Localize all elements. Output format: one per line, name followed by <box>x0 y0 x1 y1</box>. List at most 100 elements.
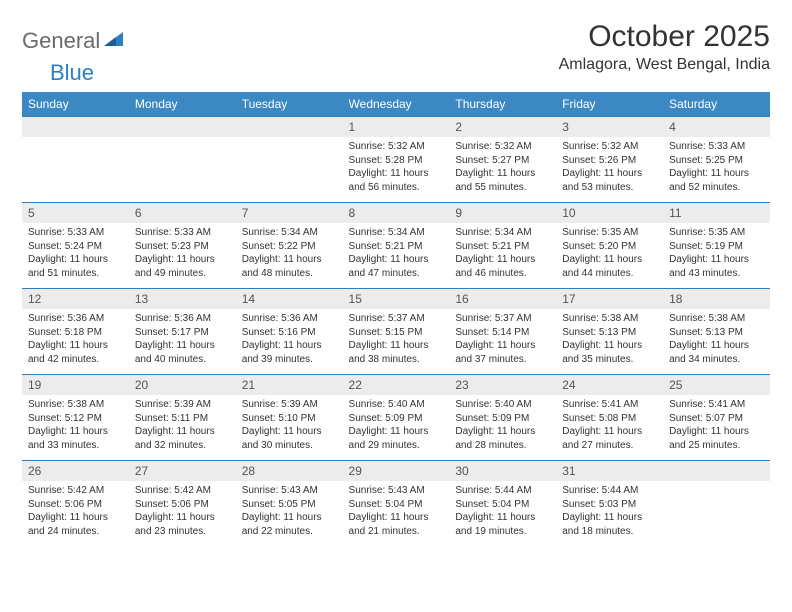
sunset-line: Sunset: 5:09 PM <box>455 413 529 424</box>
daylight-line: Daylight: 11 hours and 29 minutes. <box>349 426 429 451</box>
day-cell: 11Sunrise: 5:35 AMSunset: 5:19 PMDayligh… <box>663 203 770 289</box>
sunrise-line: Sunrise: 5:37 AM <box>349 313 425 324</box>
day-details: Sunrise: 5:39 AMSunset: 5:10 PMDaylight:… <box>236 395 343 460</box>
day-cell: 29Sunrise: 5:43 AMSunset: 5:04 PMDayligh… <box>343 461 450 547</box>
daylight-line: Daylight: 11 hours and 24 minutes. <box>28 512 108 537</box>
sunset-line: Sunset: 5:21 PM <box>349 241 423 252</box>
day-details: Sunrise: 5:33 AMSunset: 5:24 PMDaylight:… <box>22 223 129 288</box>
sunset-line: Sunset: 5:03 PM <box>562 499 636 510</box>
day-details: Sunrise: 5:43 AMSunset: 5:04 PMDaylight:… <box>343 481 450 546</box>
calendar-table: Sunday Monday Tuesday Wednesday Thursday… <box>22 92 770 546</box>
day-details: Sunrise: 5:32 AMSunset: 5:26 PMDaylight:… <box>556 137 663 202</box>
week-row: 26 Sunrise: 5:42 AM Sunset: 5:06 PM Dayligh… <box>22 461 770 547</box>
sunrise-line: Sunrise: 5:44 AM <box>562 485 638 496</box>
day-cell: 27Sunrise: 5:42 AMSunset: 5:06 PMDayligh… <box>129 461 236 547</box>
sunset-line: Sunset: 5:20 PM <box>562 241 636 252</box>
day-number: 19 <box>22 375 129 395</box>
day-number: 8 <box>343 203 450 223</box>
location-subtitle: Amlagora, West Bengal, India <box>559 56 770 74</box>
logo-text-general: General <box>22 28 100 54</box>
day-details: Sunrise: 5:34 AMSunset: 5:21 PMDaylight:… <box>449 223 556 288</box>
day-number: 6 <box>129 203 236 223</box>
day-number: 24 <box>556 375 663 395</box>
day-details: Sunrise: 5:34 AM Sunset: 5:22 PM Daylight:… <box>236 223 343 288</box>
daylight-line: Daylight: 11 hours and 34 minutes. <box>669 340 749 365</box>
weekday-header: Monday <box>129 92 236 117</box>
sunrise-line: Sunrise: 5:43 AM <box>242 485 318 496</box>
day-number: 7 <box>236 203 343 223</box>
day-number: 15 <box>343 289 450 309</box>
sunset-line: Sunset: 5:06 PM <box>135 499 209 510</box>
daylight-line: Daylight: 11 hours and 28 minutes. <box>455 426 535 451</box>
day-number: 4 <box>663 117 770 137</box>
week-row: 12Sunrise: 5:36 AMSunset: 5:18 PMDayligh… <box>22 289 770 375</box>
day-number: 9 <box>449 203 556 223</box>
sunset-line: Sunset: 5:10 PM <box>242 413 316 424</box>
daylight-line: Daylight: 11 hours and 22 minutes. <box>242 512 322 537</box>
day-cell: 30Sunrise: 5:44 AMSunset: 5:04 PMDayligh… <box>449 461 556 547</box>
sunset-line: Sunset: 5:09 PM <box>349 413 423 424</box>
sunset-line: Sunset: 5:13 PM <box>669 327 743 338</box>
day-details: Sunrise: 5:41 AMSunset: 5:07 PMDaylight:… <box>663 395 770 460</box>
sunset-line: Sunset: 5:24 PM <box>28 241 102 252</box>
day-details: Sunrise: 5:40 AMSunset: 5:09 PMDaylight:… <box>343 395 450 460</box>
sunrise-line: Sunrise: 5:38 AM <box>669 313 745 324</box>
day-details: Sunrise: 5:32 AMSunset: 5:28 PMDaylight:… <box>343 137 450 202</box>
day-cell: 25Sunrise: 5:41 AMSunset: 5:07 PMDayligh… <box>663 375 770 461</box>
daylight-line: Daylight: 11 hours and 40 minutes. <box>135 340 215 365</box>
day-number: 14 <box>236 289 343 309</box>
sunrise-line: Sunrise: 5:35 AM <box>669 227 745 238</box>
day-number-empty <box>236 117 343 137</box>
week-row: 19Sunrise: 5:38 AMSunset: 5:12 PMDayligh… <box>22 375 770 461</box>
sunset-line: Sunset: 5:11 PM <box>135 413 208 424</box>
day-number: 25 <box>663 375 770 395</box>
day-number: 22 <box>343 375 450 395</box>
day-cell: 5Sunrise: 5:33 AMSunset: 5:24 PMDaylight… <box>22 203 129 289</box>
day-number: 20 <box>129 375 236 395</box>
day-cell <box>663 461 770 547</box>
day-number: 10 <box>556 203 663 223</box>
weekday-header: Wednesday <box>343 92 450 117</box>
day-details: Sunrise: 5:36 AMSunset: 5:17 PMDaylight:… <box>129 309 236 374</box>
sunrise-line: Sunrise: 5:40 AM <box>455 399 531 410</box>
sunrise-line: Sunrise: 5:42 AM <box>135 485 211 496</box>
sunset-line: Sunset: 5:22 PM <box>242 241 316 252</box>
day-number: 23 <box>449 375 556 395</box>
daylight-line: Daylight: 11 hours and 48 minutes. <box>242 254 322 279</box>
logo-triangle-icon <box>104 31 124 52</box>
day-number: 21 <box>236 375 343 395</box>
day-details: Sunrise: 5:44 AMSunset: 5:03 PMDaylight:… <box>556 481 663 546</box>
day-cell: 16Sunrise: 5:37 AMSunset: 5:14 PMDayligh… <box>449 289 556 375</box>
daylight-line: Daylight: 11 hours and 42 minutes. <box>28 340 108 365</box>
daylight-line: Daylight: 11 hours and 27 minutes. <box>562 426 642 451</box>
day-cell: 10Sunrise: 5:35 AMSunset: 5:20 PMDayligh… <box>556 203 663 289</box>
day-number: 27 <box>129 461 236 481</box>
day-cell: 3Sunrise: 5:32 AMSunset: 5:26 PMDaylight… <box>556 117 663 203</box>
daylight-line: Daylight: 11 hours and 52 minutes. <box>669 168 749 193</box>
day-number: 31 <box>556 461 663 481</box>
day-cell: 2Sunrise: 5:32 AMSunset: 5:27 PMDaylight… <box>449 117 556 203</box>
day-number: 2 <box>449 117 556 137</box>
daylight-line: Daylight: 11 hours and 55 minutes. <box>455 168 535 193</box>
sunrise-line: Sunrise: 5:33 AM <box>669 141 745 152</box>
day-details: Sunrise: 5:35 AMSunset: 5:19 PMDaylight:… <box>663 223 770 288</box>
week-row: 1Sunrise: 5:32 AMSunset: 5:28 PMDaylight… <box>22 117 770 203</box>
sunset-line: Sunset: 5:27 PM <box>455 155 529 166</box>
daylight-line: Daylight: 11 hours and 32 minutes. <box>135 426 215 451</box>
weekday-header-row: Sunday Monday Tuesday Wednesday Thursday… <box>22 92 770 117</box>
day-details: Sunrise: 5:35 AMSunset: 5:20 PMDaylight:… <box>556 223 663 288</box>
sunrise-line: Sunrise: 5:32 AM <box>349 141 425 152</box>
weekday-header: Sunday <box>22 92 129 117</box>
sunrise-line: Sunrise: 5:34 AM <box>242 227 318 238</box>
day-details: Sunrise: 5:37 AMSunset: 5:14 PMDaylight:… <box>449 309 556 374</box>
sunset-line: Sunset: 5:23 PM <box>135 241 209 252</box>
sunset-line: Sunset: 5:13 PM <box>562 327 636 338</box>
sunrise-line: Sunrise: 5:41 AM <box>669 399 745 410</box>
day-details: Sunrise: 5:38 AMSunset: 5:13 PMDaylight:… <box>556 309 663 374</box>
day-details: Sunrise: 5:36 AMSunset: 5:18 PMDaylight:… <box>22 309 129 374</box>
sunrise-line: Sunrise: 5:44 AM <box>455 485 531 496</box>
daylight-line: Daylight: 11 hours and 21 minutes. <box>349 512 429 537</box>
sunset-line: Sunset: 5:04 PM <box>455 499 529 510</box>
day-number: 26 <box>22 461 129 481</box>
day-cell: 4Sunrise: 5:33 AMSunset: 5:25 PMDaylight… <box>663 117 770 203</box>
